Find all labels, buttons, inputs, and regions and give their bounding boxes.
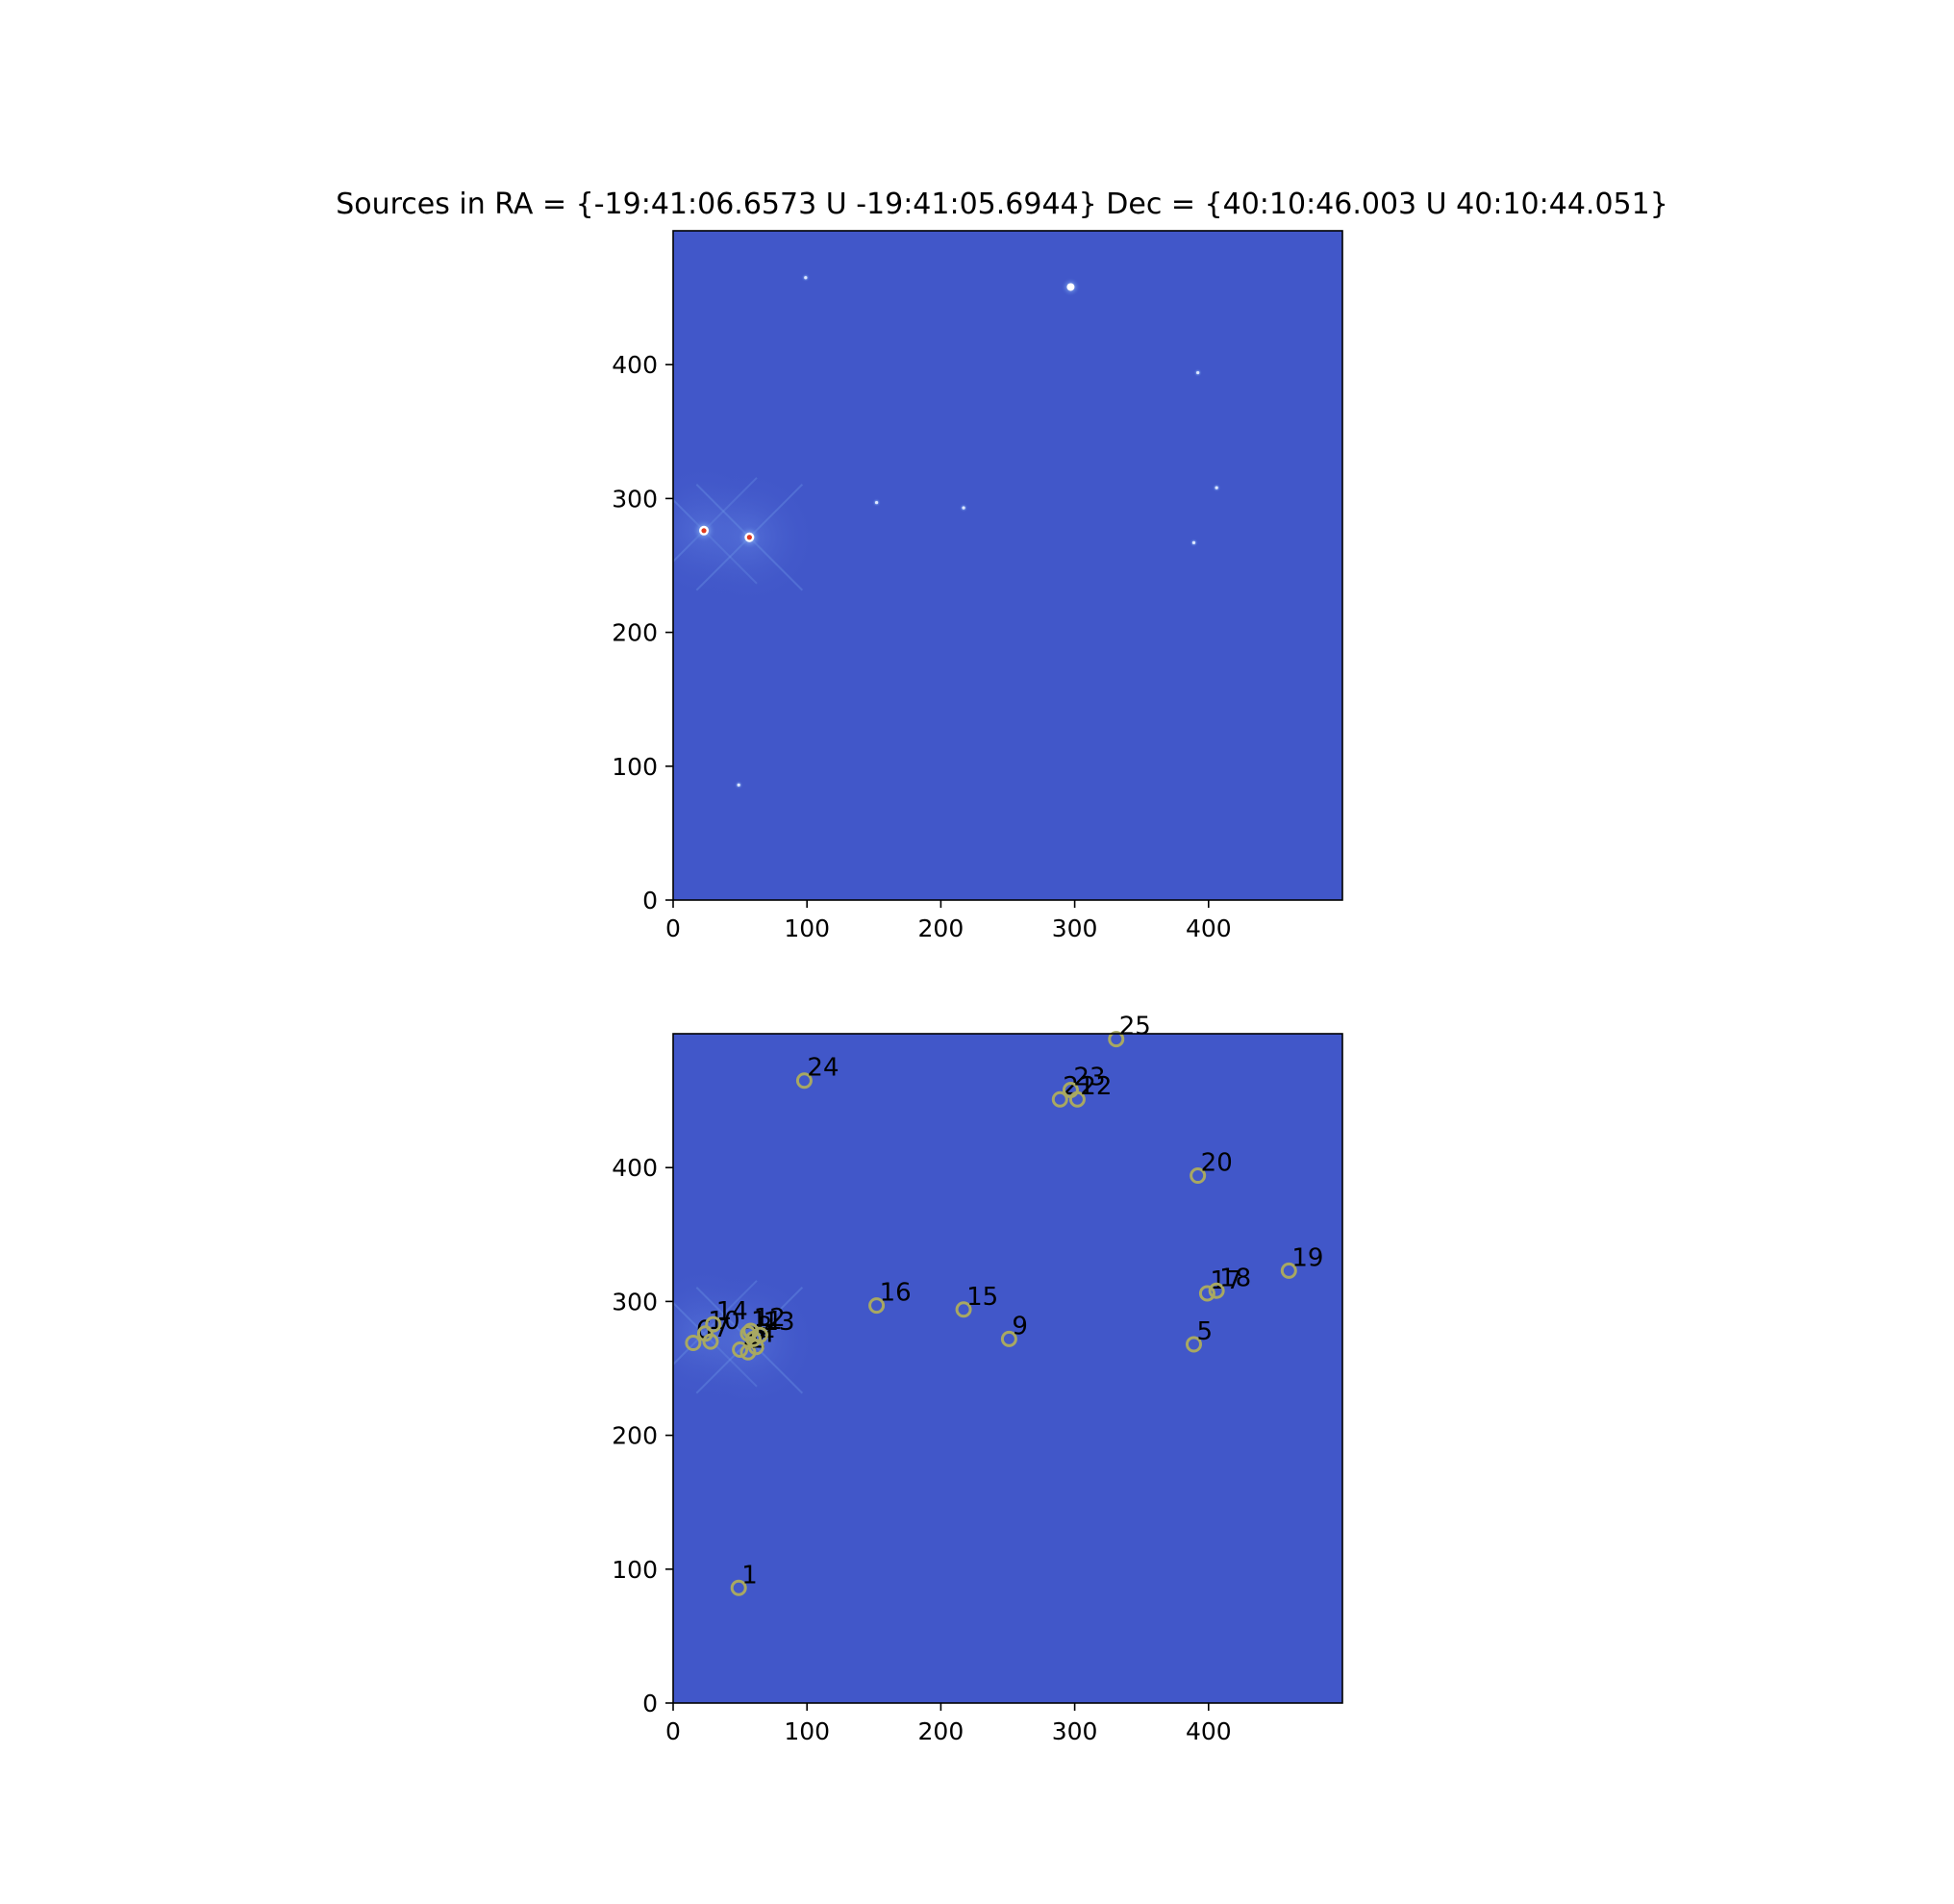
source-marker [795,1072,813,1090]
y-tick-label: 400 [612,1154,658,1182]
source-marker [1198,1285,1215,1302]
star-source [734,780,743,789]
y-tick-label: 0 [642,1690,658,1717]
sources-frame [672,1033,1343,1704]
star-source [801,273,811,283]
source-label: 23 [1073,1063,1105,1091]
y-tick-label: 300 [612,1288,658,1315]
source-marker [1000,1330,1017,1347]
star-source [1061,277,1081,297]
x-tick-label: 300 [1052,1717,1098,1745]
source-label: 14 [716,1297,748,1326]
star-source [737,524,763,550]
source-marker [1280,1262,1297,1279]
source-marker [1208,1282,1225,1299]
source-marker [742,1322,760,1340]
source-marker [1190,1167,1207,1185]
x-tick-label: 100 [784,914,830,942]
star-source [691,517,717,543]
source-label: 5 [1196,1317,1213,1346]
source-marker [1051,1090,1068,1108]
source-marker [955,1301,972,1318]
source-label: 9 [1012,1312,1028,1340]
y-tick-label: 0 [642,887,658,914]
source-label: 22 [1080,1072,1112,1101]
star-source [872,498,882,508]
source-label: 18 [1219,1264,1251,1292]
source-label: 24 [807,1054,839,1083]
x-tick-label: 0 [665,1717,681,1745]
source-label: 13 [763,1308,794,1337]
x-tick-label: 100 [784,1717,830,1745]
source-label: 17 [1210,1266,1241,1295]
source-label: 20 [1201,1149,1233,1178]
figure-title: Sources in RA = {-19:41:06.6573 U -19:41… [336,188,1668,221]
source-label: 1 [741,1561,758,1590]
y-tick-label: 200 [612,1422,658,1450]
image-panel: 0 100 200 300 400 0 100 200 300 400 [612,230,1343,942]
y-tick-label: 100 [612,1556,658,1584]
source-marker [730,1579,747,1596]
source-label: 7 [714,1315,730,1343]
x-tick-label: 0 [665,914,681,942]
source-marker [696,1325,714,1342]
source-label: 15 [966,1283,998,1312]
image-frame [672,230,1343,901]
x-tick-label: 300 [1052,914,1098,942]
star-source [1189,538,1198,547]
star-source [959,503,968,513]
star-source [1212,483,1221,492]
y-tick-label: 400 [612,351,658,379]
x-tick-label: 400 [1186,1717,1232,1745]
source-label: 8 [757,1312,773,1340]
source-marker [705,1315,722,1333]
x-tick-label: 200 [918,914,964,942]
source-marker [732,1341,749,1359]
y-tick-label: 300 [612,485,658,513]
source-marker [1108,1031,1125,1048]
y-tick-label: 100 [612,753,658,781]
source-marker [685,1335,702,1352]
y-tick-label: 200 [612,619,658,647]
source-marker [751,1326,768,1343]
x-tick-label: 200 [918,1717,964,1745]
x-tick-label: 400 [1186,914,1232,942]
source-marker [1185,1336,1202,1353]
source-label: 16 [880,1279,912,1308]
source-marker [1062,1081,1079,1098]
source-label: 19 [1291,1243,1323,1272]
source-marker [868,1297,886,1315]
star-source [1193,368,1203,378]
source-label: 25 [1119,1013,1151,1041]
